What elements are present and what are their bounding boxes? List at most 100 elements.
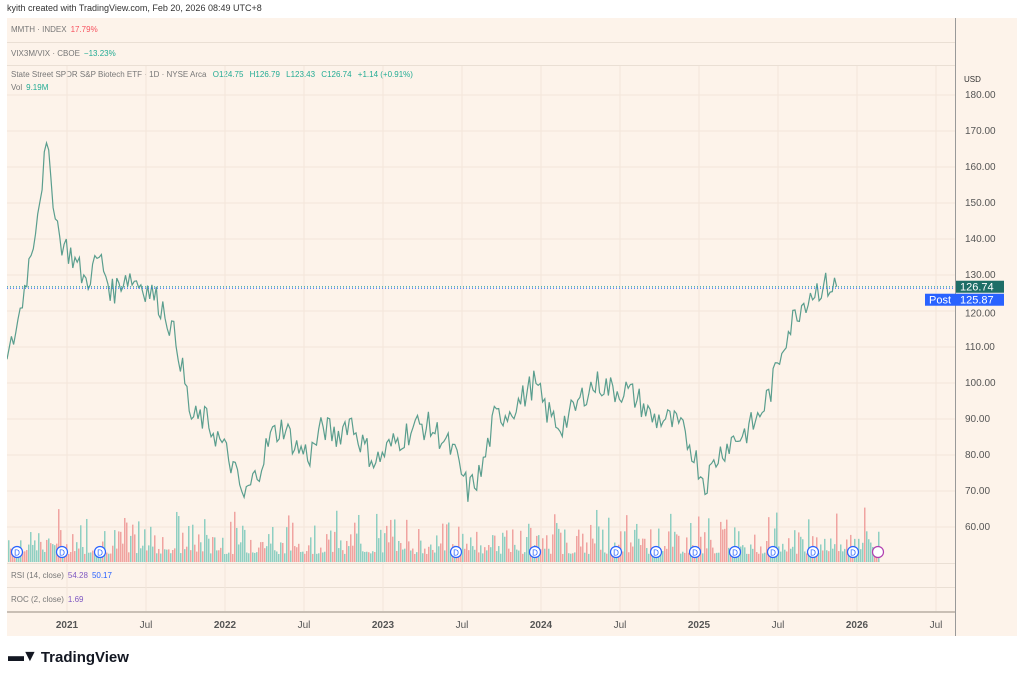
volume-bar (756, 552, 758, 562)
volume-bar (80, 525, 82, 562)
y-tick-label: 110.00 (965, 342, 995, 353)
volume-bar (680, 553, 682, 562)
volume-bar (340, 540, 342, 562)
volume-bar (300, 551, 302, 562)
volume-bar (344, 553, 346, 562)
volume-bar (844, 548, 846, 562)
volume-bar (548, 548, 550, 562)
volume-bar (406, 519, 408, 562)
volume-bar (570, 553, 572, 562)
volume-bar (42, 549, 44, 562)
volume-bar (586, 542, 588, 562)
volume-bar (510, 551, 512, 562)
x-tick-label: 2025 (688, 620, 711, 631)
volume-bar (744, 547, 746, 562)
y-tick-label: 140.00 (965, 234, 996, 245)
volume-bar (646, 548, 648, 562)
volume-bar (864, 507, 866, 562)
volume-bar (776, 512, 778, 562)
volume-bar (710, 539, 712, 562)
volume-bar (842, 551, 844, 562)
volume-bar (640, 545, 642, 562)
volume-bar (708, 518, 710, 562)
x-tick-label: Jul (614, 620, 627, 631)
volume-bar (624, 531, 626, 562)
volume-bar (676, 534, 678, 562)
dividend-marker-icon (609, 545, 623, 559)
volume-bar (414, 553, 416, 562)
volume-bar (550, 553, 552, 562)
volume-bar (326, 534, 328, 562)
volume-bar (82, 546, 84, 562)
ohlc-close: C126.74 (321, 70, 352, 79)
volume-bar (348, 546, 350, 562)
volume-bar (574, 552, 576, 562)
volume-bar (606, 553, 608, 562)
volume-bar (620, 531, 622, 562)
dividend-marker-letter: D (532, 549, 538, 558)
volume-bar (504, 536, 506, 562)
dividend-marker-letter: D (810, 549, 816, 558)
volume-bar (524, 552, 526, 562)
volume-bar (734, 527, 736, 562)
volume-bar (528, 523, 530, 562)
volume-bar (664, 546, 666, 562)
volume-bar (768, 517, 770, 562)
volume-bar (170, 553, 172, 562)
last-price-label: 126.74 (960, 282, 994, 294)
volume-bar (228, 552, 230, 562)
volume-bar (558, 528, 560, 562)
volume-bar (612, 553, 614, 562)
volume-bar (764, 552, 766, 562)
volume-bar (658, 528, 660, 562)
symbol-title: State Street SPDR S&P Biotech ETF · 1D ·… (11, 70, 207, 79)
volume-bar (556, 523, 558, 562)
price-axis[interactable]: USD (955, 18, 1018, 636)
volume-bar (670, 513, 672, 562)
volume-bar (322, 552, 324, 562)
ohlc-high: H126.79 (249, 70, 280, 79)
volume-bar (700, 536, 702, 562)
volume-bar (320, 547, 322, 562)
volume-bar (846, 539, 848, 562)
volume-bar (440, 543, 442, 562)
volume-bar (848, 552, 850, 562)
chart-area[interactable]: MMTH · INDEX 17.79% VIX3M/VIX · CBOE −13.2… (7, 18, 1017, 636)
volume-bar (544, 548, 546, 562)
volume-bar (870, 542, 872, 562)
dividend-marker-letter: D (97, 549, 103, 558)
volume-bar (424, 548, 426, 562)
volume-bar (234, 511, 236, 562)
volume-bar (738, 531, 740, 562)
dividend-marker-letter: D (453, 549, 459, 558)
volume-bar (820, 544, 822, 562)
dividend-marker-icon (766, 545, 780, 559)
volume-bar (192, 524, 194, 562)
x-tick-label: Jul (772, 620, 785, 631)
volume-bar (114, 530, 116, 562)
volume-bar (554, 514, 556, 562)
volume-bar (728, 547, 730, 562)
volume-bar (462, 533, 464, 562)
volume-bar (166, 549, 168, 562)
volume-bar (178, 516, 180, 562)
volume-bar (218, 550, 220, 562)
volume-bar (78, 548, 80, 562)
volume-bar (790, 548, 792, 562)
volume-bar (634, 529, 636, 562)
volume-bar (354, 522, 356, 562)
volume-bar (860, 549, 862, 562)
volume-bar (26, 550, 28, 562)
volume-bar (338, 548, 340, 562)
volume-bar (134, 534, 136, 562)
volume-bar (208, 538, 210, 562)
vol-value: 9.19M (26, 83, 49, 92)
volume-bar (214, 537, 216, 562)
volume-bar (636, 523, 638, 562)
volume-bar (444, 550, 446, 562)
volume-bar (196, 551, 198, 562)
volume-bar (386, 525, 388, 562)
volume-bar (418, 529, 420, 562)
y-tick-label: 170.00 (965, 126, 996, 137)
volume-bar (436, 535, 438, 562)
